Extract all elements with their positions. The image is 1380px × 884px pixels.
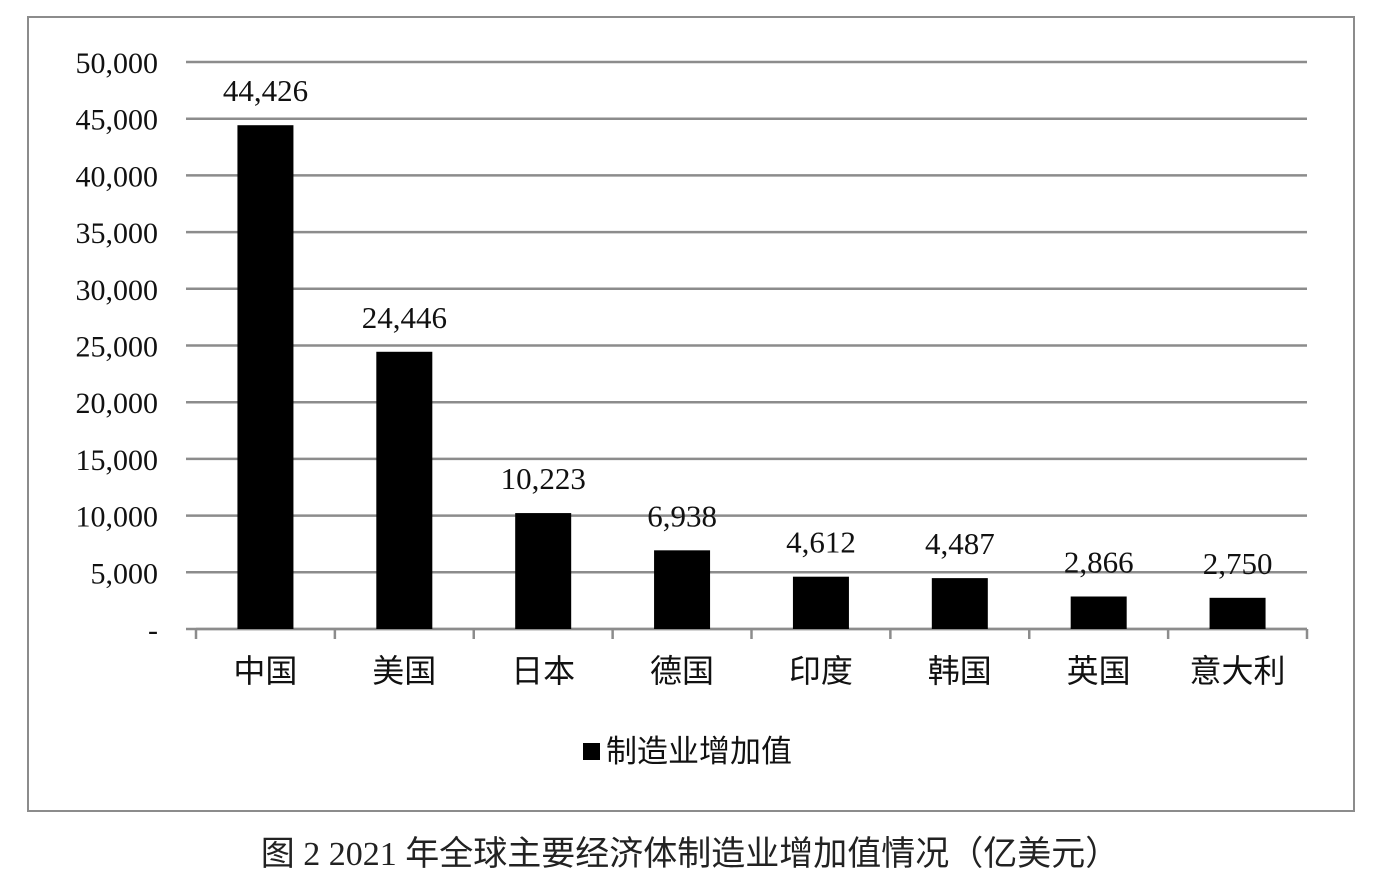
y-tick-label: 10,000 (76, 501, 159, 534)
y-tick-label: 30,000 (76, 274, 159, 307)
bar (931, 578, 988, 629)
x-tick-label: 意大利 (1190, 652, 1286, 690)
y-tick-label: 20,000 (76, 387, 159, 420)
data-label: 4,612 (786, 525, 856, 560)
data-label: 4,487 (925, 526, 995, 561)
bars (237, 125, 1266, 629)
data-labels: 44,426 24,446 10,223 6,938 4,612 4,487 2,866 2,… (223, 73, 1273, 581)
x-axis-ticks: 中国 美国 日本 德国 印度 韩国 英国 意大利 (233, 652, 1285, 690)
x-tick-label: 英国 (1067, 652, 1131, 690)
data-label: 2,750 (1203, 546, 1273, 581)
bar (654, 550, 711, 629)
bar (237, 125, 294, 629)
legend-label: 制造业增加值 (606, 734, 792, 770)
data-label: 10,223 (501, 461, 586, 496)
bar (515, 513, 572, 629)
bar (1209, 597, 1266, 629)
y-tick-label: 40,000 (76, 160, 159, 193)
data-label: 24,446 (362, 300, 447, 335)
chart-frame (27, 16, 1355, 812)
x-tick-label: 日本 (511, 652, 575, 690)
x-tick-label: 中国 (233, 652, 297, 690)
legend-swatch (583, 743, 600, 760)
x-tick-label: 印度 (789, 652, 853, 690)
y-tick-label: 15,000 (76, 444, 159, 477)
x-tick-label: 美国 (372, 652, 436, 690)
data-label: 2,866 (1064, 544, 1134, 579)
y-tick-label: - (148, 614, 158, 647)
y-tick-label: 5,000 (91, 557, 159, 590)
bar-chart: - 5,000 10,000 15,000 20,000 25,000 30,000 35,0… (76, 47, 1309, 770)
bar (792, 576, 849, 629)
y-tick-label: 25,000 (76, 331, 159, 364)
data-label: 6,938 (647, 498, 717, 533)
y-tick-label: 35,000 (76, 217, 159, 250)
figure-caption: 图 2 2021 年全球主要经济体制造业增加值情况（亿美元） (260, 836, 1120, 873)
x-tick-label: 韩国 (928, 652, 992, 690)
bar (1070, 596, 1127, 629)
bar (376, 351, 433, 629)
gridlines (186, 60, 1309, 639)
data-label: 44,426 (223, 73, 308, 108)
y-axis-ticks: - 5,000 10,000 15,000 20,000 25,000 30,000 35,0… (76, 47, 159, 647)
y-tick-label: 45,000 (76, 104, 159, 137)
y-tick-label: 50,000 (76, 47, 159, 80)
legend: 制造业增加值 (583, 734, 792, 770)
x-tick-label: 德国 (650, 652, 714, 690)
